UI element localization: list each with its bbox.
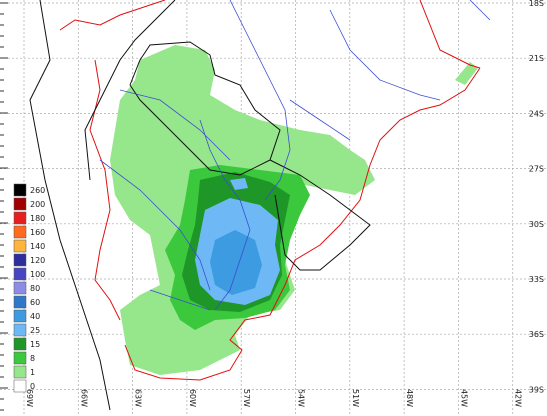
lat-label: 24S: [529, 109, 544, 118]
legend-swatch: [13, 253, 27, 267]
legend-swatch: [13, 183, 27, 197]
legend-label: 200: [30, 200, 45, 209]
lat-label: 27S: [529, 165, 544, 174]
legend-swatch: [13, 239, 27, 253]
legend-swatch: [13, 281, 27, 295]
lat-label: 21S: [529, 54, 544, 63]
legend-swatch: [13, 323, 27, 337]
border: [29, 0, 371, 411]
axis-labels: 18S 21S 24S 27S 30S 33S 36S 39S 69W 66W 63W 60W 57W 5…: [25, 0, 544, 407]
legend-label: 160: [30, 228, 45, 237]
lon-label: 45W: [459, 389, 468, 407]
lon-label: 57W: [242, 389, 251, 407]
legend: 260 200 180 160 140 120 100 80 60 40 25 15 8 1 0: [13, 183, 45, 393]
legend-swatch: [13, 379, 27, 393]
legend-label: 180: [30, 214, 45, 223]
legend-label: 0: [30, 382, 35, 391]
lon-label: 66W: [79, 389, 88, 407]
legend-label: 40: [30, 312, 40, 321]
lon-label: 42W: [514, 389, 523, 407]
legend-swatch: [13, 351, 27, 365]
legend-label: 8: [30, 354, 35, 363]
rain-40: [210, 230, 262, 295]
coastline: [59, 0, 481, 381]
lat-label: 36S: [529, 330, 544, 339]
legend-label: 15: [30, 340, 40, 349]
legend-label: 60: [30, 298, 40, 307]
rain-1: [455, 62, 478, 85]
legend-label: 100: [30, 270, 45, 279]
legend-swatch: [13, 309, 27, 323]
legend-label: 260: [30, 186, 45, 195]
lon-label: 51W: [351, 389, 360, 407]
legend-swatch: [13, 365, 27, 379]
legend-swatch: [13, 295, 27, 309]
river: [99, 0, 491, 311]
rain-25: [230, 178, 248, 190]
lon-label: 63W: [134, 389, 143, 407]
legend-swatch: [13, 211, 27, 225]
lat-label: 39S: [529, 385, 544, 394]
legend-label: 1: [30, 368, 35, 377]
lon-label: 60W: [188, 389, 197, 407]
legend-swatch: [13, 197, 27, 211]
lon-label: 54W: [297, 389, 306, 407]
lat-label: 30S: [529, 220, 544, 229]
legend-swatch: [13, 225, 27, 239]
lat-label: 33S: [529, 275, 544, 284]
legend-label: 25: [30, 326, 40, 335]
legend-swatch: [13, 267, 27, 281]
lon-label: 48W: [405, 389, 414, 407]
legend-label: 120: [30, 256, 45, 265]
legend-swatch: [13, 337, 27, 351]
legend-label: 140: [30, 242, 45, 251]
lat-label: 18S: [529, 0, 544, 8]
legend-label: 80: [30, 284, 40, 293]
precipitation: [110, 45, 478, 375]
lon-label: 69W: [25, 389, 34, 407]
